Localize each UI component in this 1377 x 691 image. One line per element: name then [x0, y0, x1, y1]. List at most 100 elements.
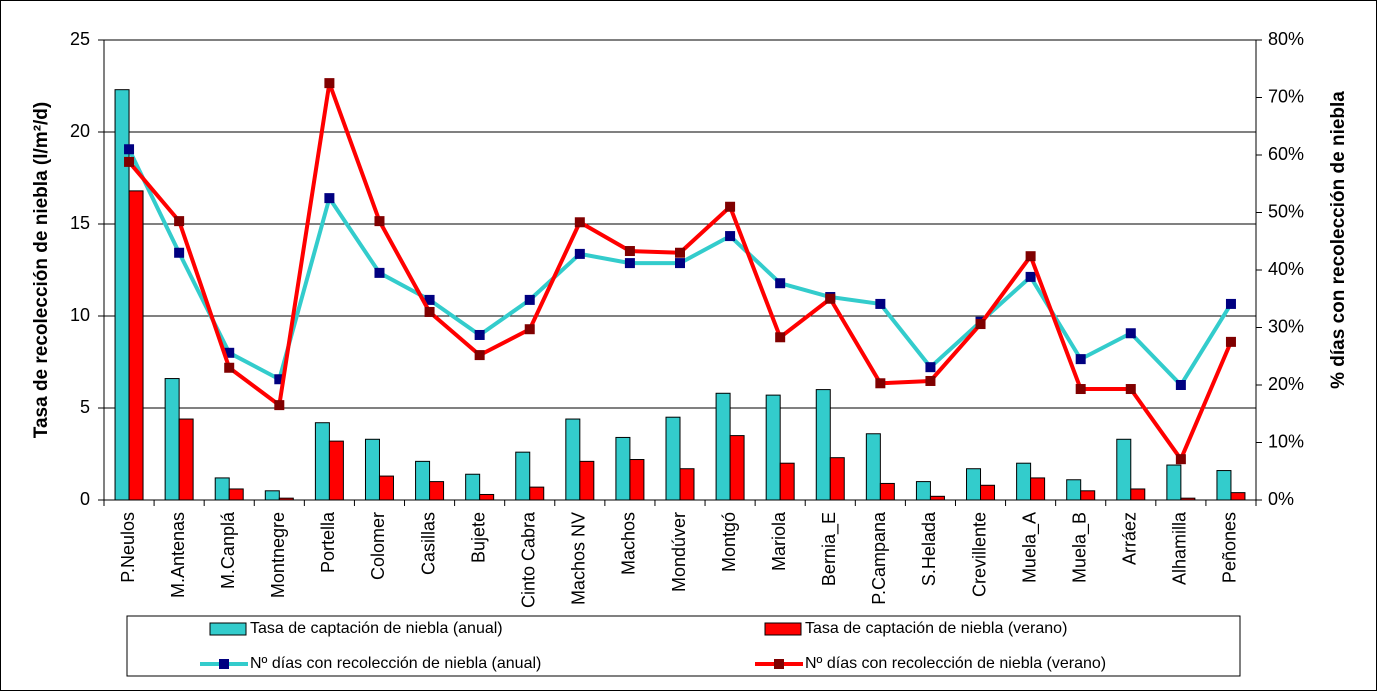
x-tick-label: M.Canplá [218, 511, 238, 589]
bar [1166, 464, 1182, 501]
x-tick-label: Casillas [418, 512, 438, 575]
bar [929, 495, 945, 501]
marker [174, 216, 185, 227]
y2-axis-label: % días con recolección de niebla [1328, 91, 1349, 389]
bar [1016, 462, 1032, 501]
x-tick-label: Bernia_E [819, 512, 840, 586]
marker [825, 293, 836, 304]
y-tick-label: 15 [70, 213, 90, 233]
marker [574, 217, 585, 228]
marker [324, 193, 335, 204]
bar [314, 422, 330, 501]
marker [474, 350, 485, 361]
bar [1066, 479, 1082, 501]
marker [1125, 384, 1136, 395]
bar [565, 418, 581, 501]
bar [865, 433, 881, 501]
legend-label: Nº días con recolección de niebla (anual… [250, 655, 541, 672]
bar [1230, 492, 1246, 501]
bar [879, 482, 895, 501]
x-tick-label: Montgó [719, 512, 739, 572]
bar [665, 416, 681, 501]
marker [374, 267, 385, 278]
bar [465, 473, 481, 501]
marker [1175, 380, 1186, 390]
x-tick-label: Arráez [1120, 512, 1140, 565]
marker [524, 294, 535, 305]
marker [324, 78, 335, 89]
bar [378, 475, 394, 501]
marker [274, 374, 285, 385]
marker [174, 247, 185, 258]
bar [264, 490, 280, 501]
bar [529, 486, 545, 501]
y-tick-label: 25 [70, 29, 90, 49]
marker [624, 246, 635, 257]
bar [815, 389, 831, 501]
legend-marker [774, 659, 784, 669]
y2-tick-label: 0% [1268, 489, 1294, 509]
bar [1180, 497, 1196, 501]
bar [328, 440, 344, 501]
marker [875, 298, 886, 309]
y-tick-label: 0 [80, 489, 90, 509]
marker [725, 231, 736, 242]
marker [274, 400, 285, 411]
marker [775, 278, 786, 289]
bar [178, 418, 194, 501]
marker [474, 329, 485, 340]
bar [966, 468, 982, 501]
marker [1175, 454, 1186, 465]
y2-tick-label: 50% [1268, 201, 1304, 221]
x-tick-label: S.Helada [919, 511, 939, 586]
y2-tick-label: 20% [1268, 374, 1304, 394]
y2-tick-label: 70% [1268, 86, 1304, 106]
marker [574, 248, 585, 259]
bar [829, 457, 845, 501]
y2-tick-label: 40% [1268, 259, 1304, 279]
x-tick-label: Portella [318, 511, 338, 573]
bar [1116, 438, 1132, 501]
marker [424, 294, 435, 305]
x-tick-label: Montnegre [268, 512, 288, 598]
bar [1130, 488, 1146, 501]
legend-label: Tasa de captación de niebla (verano) [805, 620, 1067, 637]
y2-tick-label: 80% [1268, 29, 1304, 49]
marker [1075, 384, 1086, 395]
marker [975, 319, 986, 330]
bar [765, 394, 781, 501]
y2-tick-label: 10% [1268, 431, 1304, 451]
marker [124, 156, 135, 167]
bar [429, 481, 445, 501]
bar [415, 460, 431, 501]
bar [615, 436, 631, 501]
bar [364, 438, 380, 501]
marker [374, 216, 385, 227]
bar [715, 392, 731, 501]
bar [980, 484, 996, 501]
y-tick-label: 20 [70, 121, 90, 141]
x-tick-label: Colomer [368, 512, 388, 580]
bar [515, 451, 531, 501]
marker [875, 378, 886, 389]
x-tick-label: P.Neulos [118, 512, 138, 583]
bar [779, 462, 795, 501]
x-tick-label: Mariola [769, 511, 789, 571]
marker [424, 306, 435, 317]
x-tick-label: P.Campana [869, 511, 889, 605]
legend-label: Tasa de captación de niebla (anual) [250, 620, 503, 637]
marker [775, 332, 786, 343]
bar [579, 460, 595, 501]
marker [224, 347, 235, 358]
x-tick-label: Cinto Cabra [518, 511, 538, 608]
marker [1025, 271, 1036, 282]
marker [1125, 328, 1136, 339]
marker [925, 362, 936, 373]
bar [228, 488, 244, 501]
bar [1080, 490, 1096, 501]
marker [1225, 298, 1236, 309]
bar [1030, 477, 1046, 501]
y-tick-label: 5 [80, 397, 90, 417]
